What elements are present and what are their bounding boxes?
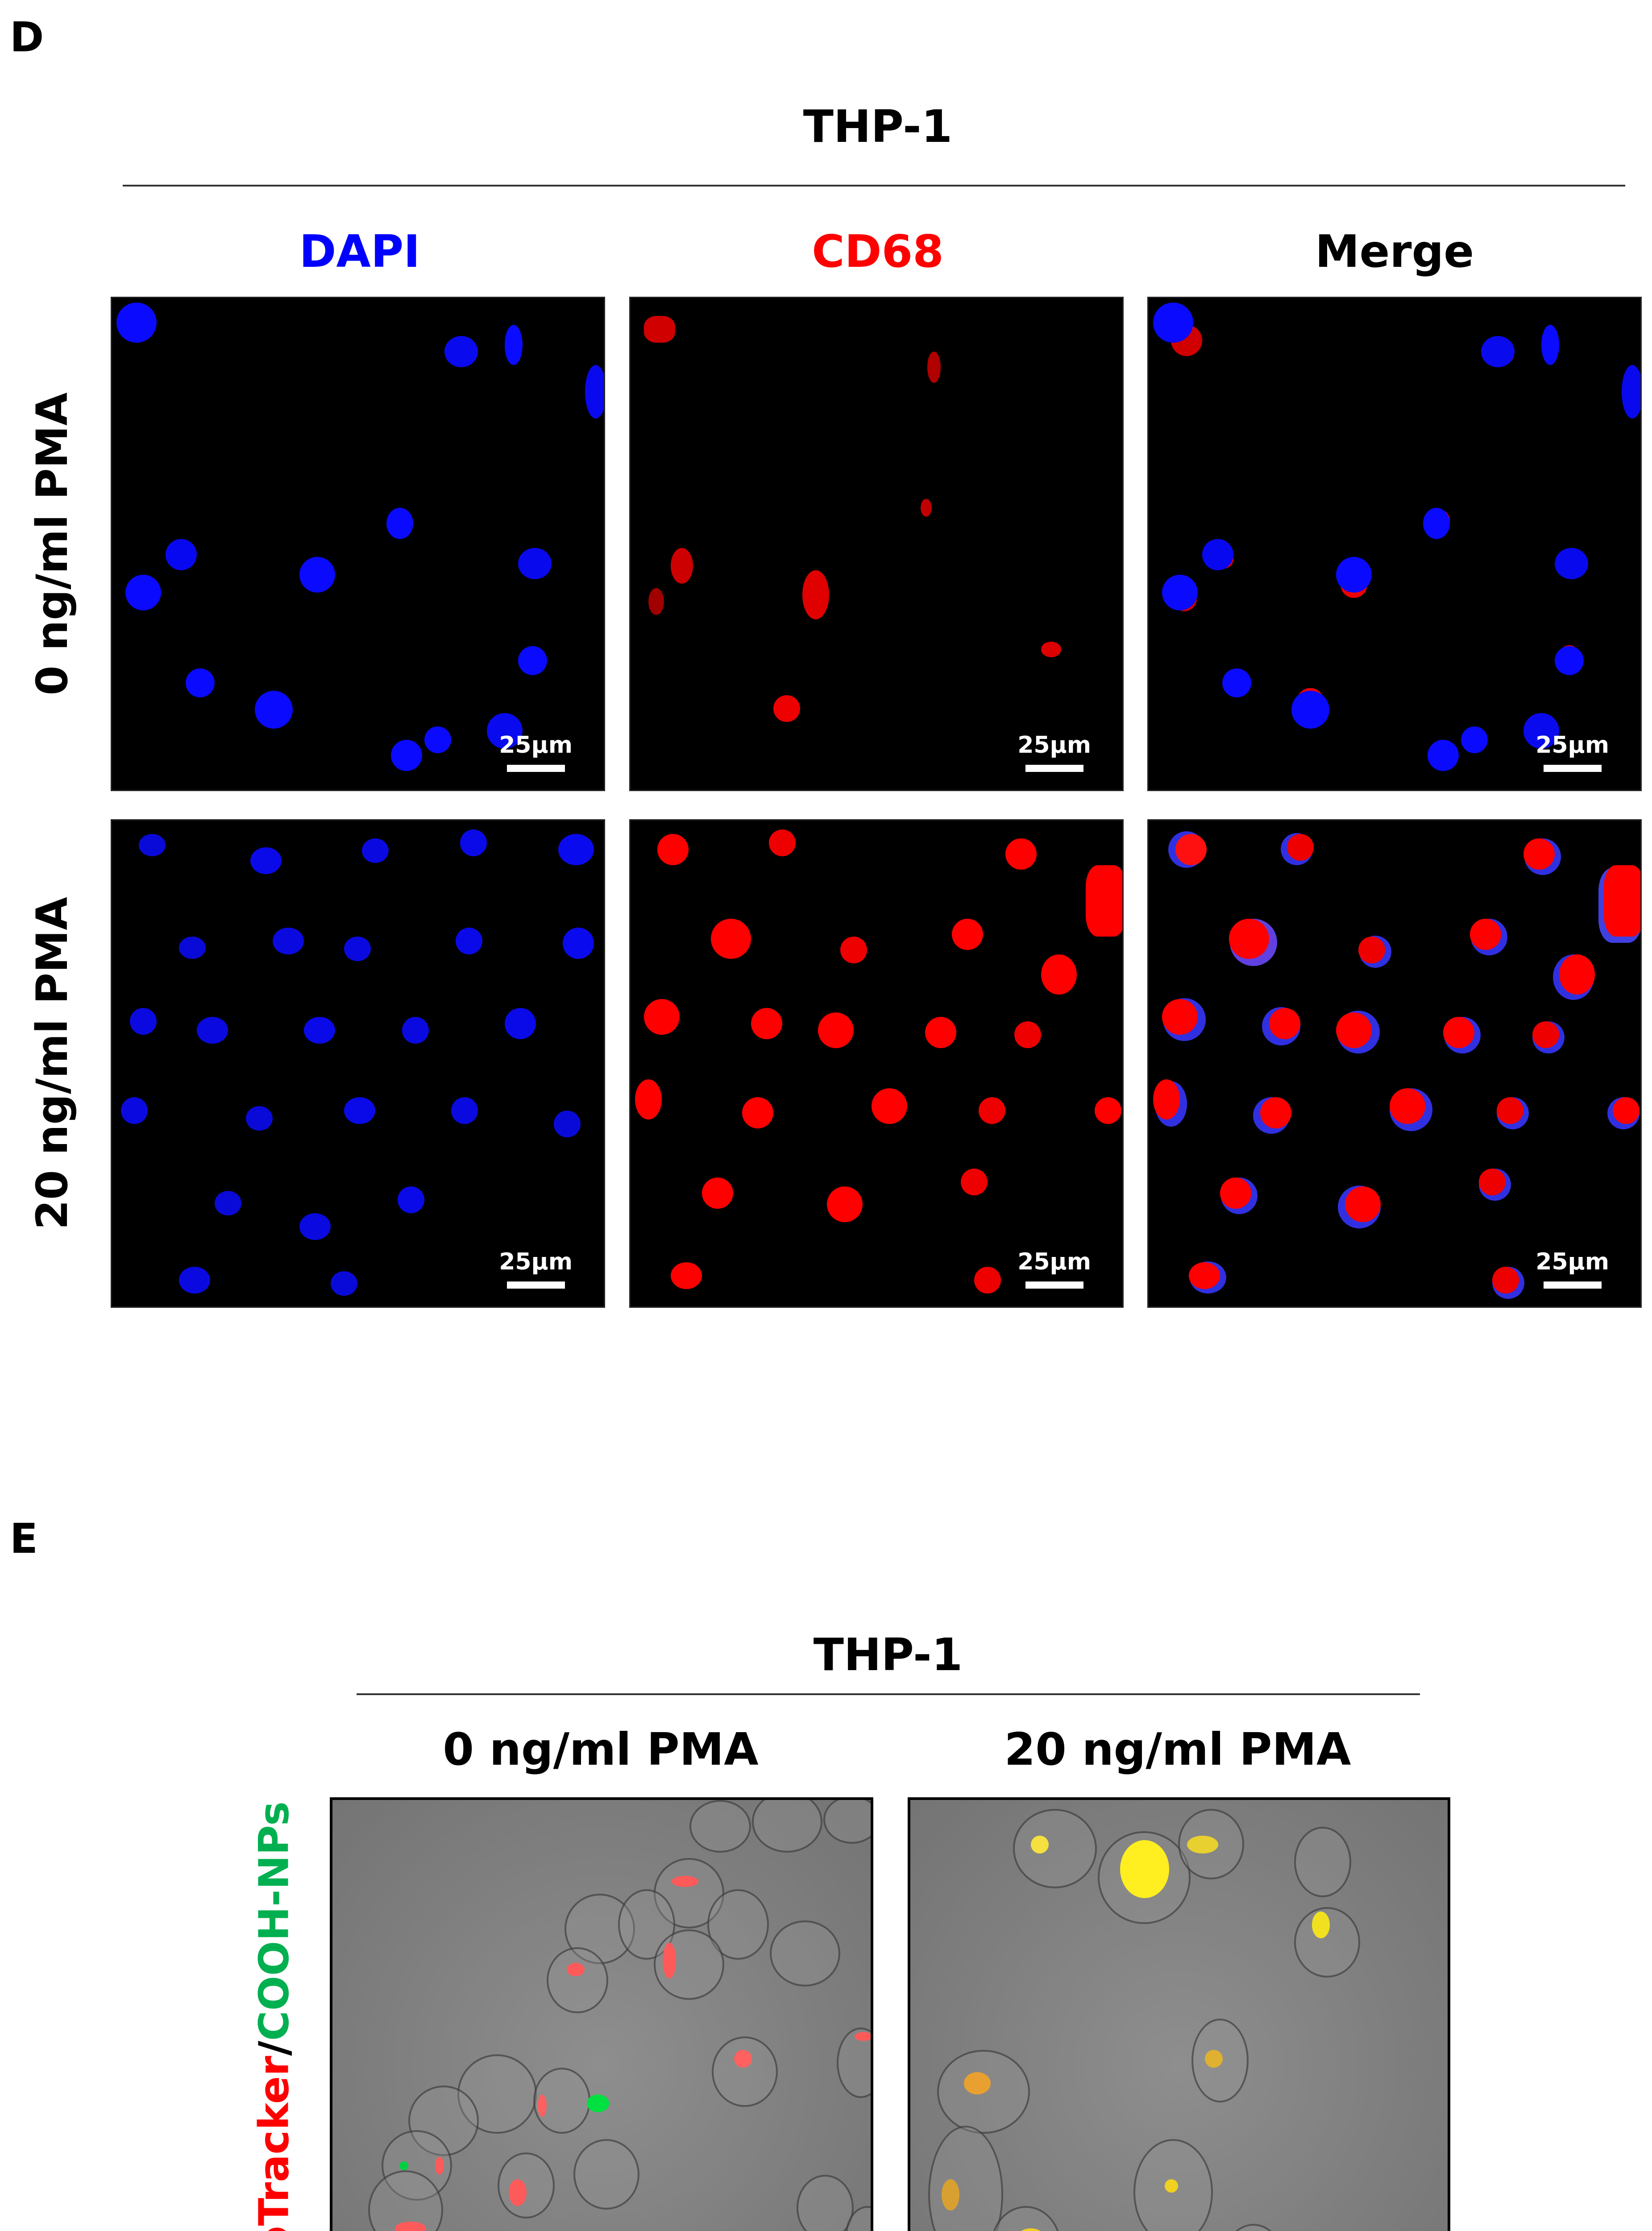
panel-e-title: THP-1 <box>813 1629 963 1681</box>
panel-d-letter: D <box>10 13 44 61</box>
column-header-0-pma: 0 ng/ml PMA <box>443 1723 759 1775</box>
panel-e-letter: E <box>10 1515 38 1563</box>
scale-bar-label: 25µm <box>1536 732 1609 759</box>
row-label-20-pma: 20 ng/ml PMA <box>27 897 77 1230</box>
column-header-dapi: DAPI <box>299 225 420 278</box>
column-header-merge: Merge <box>1315 225 1474 278</box>
row-label-0-pma: 0 ng/ml PMA <box>27 392 77 696</box>
scale-bar-label: 25µm <box>1017 1248 1091 1275</box>
micrograph-dapi-20pma: 25µm <box>111 819 605 1308</box>
panel-d-title: THP-1 <box>803 100 953 153</box>
scale-bar: 25µm <box>1536 1248 1609 1289</box>
micrograph-dapi-0pma: 25µm <box>111 297 605 791</box>
scale-bar-label: 25µm <box>499 1248 573 1275</box>
column-header-cd68: CD68 <box>812 225 944 278</box>
side-label-lysotracker-cooh-nps: LysoTracker/COOH-NPs <box>250 1801 298 2231</box>
micrograph-cd68-0pma: 25µm <box>629 297 1124 791</box>
scale-bar: 25µm <box>499 732 573 772</box>
scale-bar: 25µm <box>1536 732 1609 772</box>
scale-bar: 25µm <box>1017 1248 1091 1289</box>
scale-bar-label: 25µm <box>499 732 573 759</box>
column-header-20-pma: 20 ng/ml PMA <box>1004 1723 1351 1775</box>
micrograph-brightfield-0pma: 25 µm <box>330 1797 873 2231</box>
micrograph-cd68-20pma: 25µm <box>629 819 1124 1308</box>
micrograph-brightfield-20pma: 25 µm <box>908 1797 1450 2231</box>
micrograph-merge-0pma: 25µm <box>1147 297 1642 791</box>
side-label-lysotracker: LysoTracker <box>250 2056 298 2231</box>
panel-e-divider <box>357 1693 1420 1695</box>
side-label-separator: / <box>250 2040 298 2056</box>
scale-bar-label: 25µm <box>1536 1248 1609 1275</box>
side-label-cooh-nps: COOH-NPs <box>250 1801 298 2041</box>
scale-bar: 25µm <box>1017 732 1091 772</box>
scale-bar: 25µm <box>499 1248 573 1289</box>
scale-bar-label: 25µm <box>1017 732 1091 759</box>
micrograph-merge-20pma: 25µm <box>1147 819 1642 1308</box>
panel-d-divider <box>123 185 1625 187</box>
